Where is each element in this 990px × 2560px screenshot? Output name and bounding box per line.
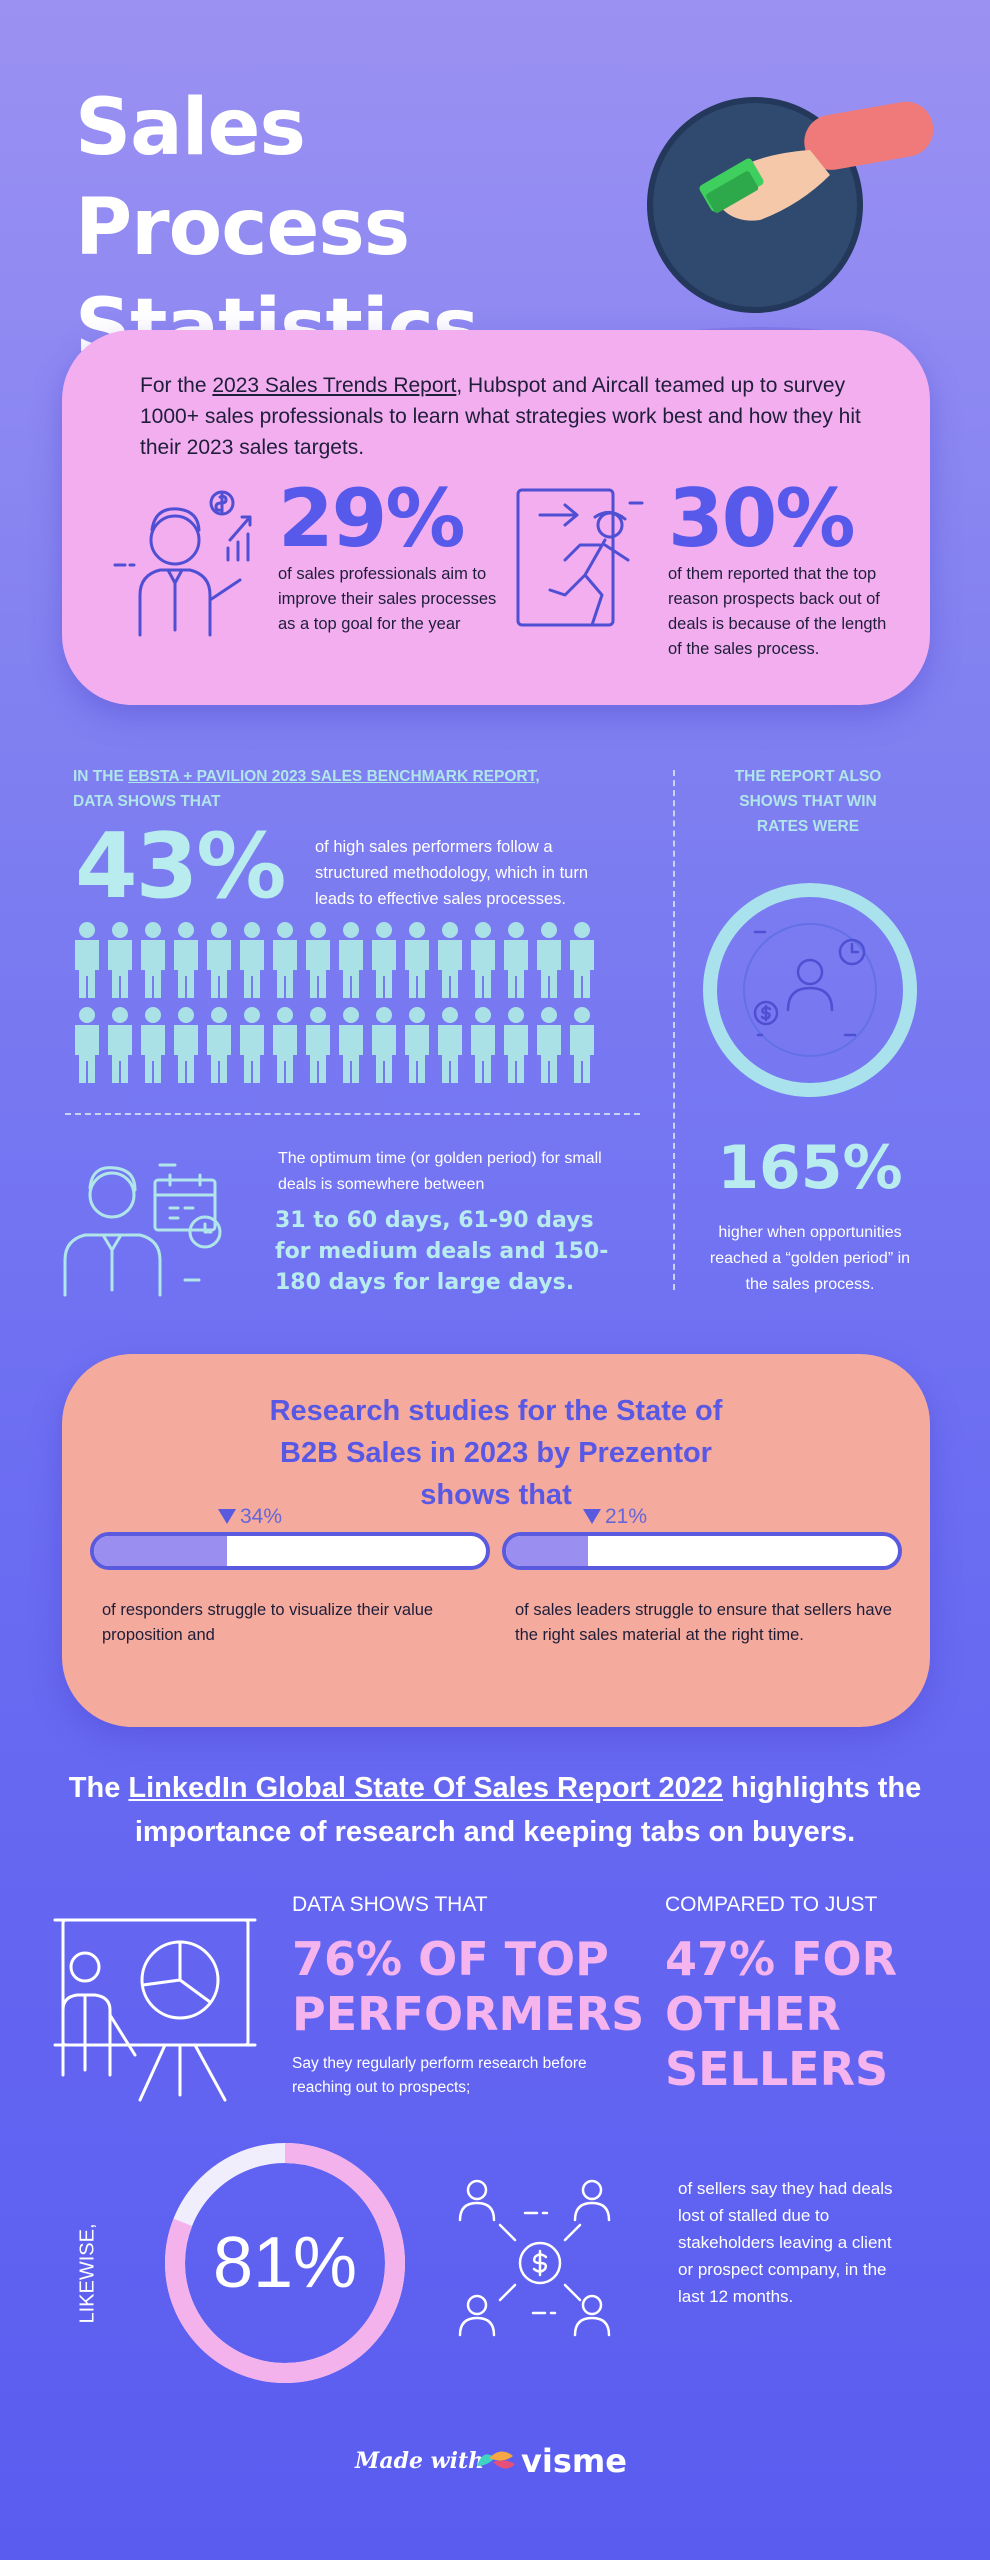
salesman-growth-icon	[110, 485, 260, 645]
stat-29-value: 29%	[278, 472, 465, 565]
person-highlighted-icon	[570, 922, 594, 998]
stat-43-value: 43%	[75, 814, 286, 919]
stat-30-value: 30%	[668, 472, 855, 565]
linkedin-report-link[interactable]: LinkedIn Global State Of Sales Report 20…	[128, 1772, 724, 1804]
top-performers-value: 76% OF TOP PERFORMERS	[292, 1932, 645, 2041]
person-highlighted-icon	[273, 922, 297, 998]
bar1-text: of responders struggle to visualize thei…	[102, 1601, 434, 1644]
hand-money-illustration	[640, 95, 934, 355]
bar2-text: of sales leaders struggle to ensure that…	[515, 1601, 892, 1644]
donut-arc	[165, 2143, 405, 2383]
bar1-label: 34%	[218, 1505, 282, 1529]
salesman-calendar-icon	[60, 1150, 240, 1300]
data-shows-label: DATA SHOWS THAT	[292, 1893, 488, 1916]
divider-horizontal	[65, 1113, 640, 1115]
person-highlighted-icon	[504, 922, 528, 998]
prezentor-title: Research studies for the State of B2B Sa…	[269, 1395, 723, 1511]
person-highlighted-icon	[108, 922, 132, 998]
person-highlighted-icon	[207, 1007, 231, 1083]
person-highlighted-icon	[240, 1007, 264, 1083]
person-highlighted-icon	[438, 922, 462, 998]
hubspot-intro: For the 2023 Sales Trends Report, Hubspo…	[140, 374, 861, 459]
stat-43-text: of high sales performers follow a struct…	[315, 838, 588, 908]
footer: Made with visme	[355, 2442, 655, 2482]
win-rate-circle-icon	[700, 880, 920, 1100]
person-highlighted-icon	[108, 1007, 132, 1083]
triangle-marker-icon	[218, 1509, 236, 1524]
people-grid	[72, 920, 612, 1085]
person-highlighted-icon	[75, 922, 99, 998]
golden-period-intro: The optimum time (or golden period) for …	[278, 1150, 602, 1193]
visme-logo-icon	[475, 2446, 517, 2481]
person-highlighted-icon	[570, 1007, 594, 1083]
compared-label: COMPARED TO JUST	[665, 1893, 878, 1916]
stat-165-value: 165%	[717, 1133, 903, 1203]
bar1-fill	[94, 1536, 228, 1566]
person-highlighted-icon	[537, 1007, 561, 1083]
person-highlighted-icon	[471, 922, 495, 998]
benchmark-report-link[interactable]: EBSTA + PAVILION 2023 SALES BENCHMARK RE…	[128, 768, 540, 785]
person-highlighted-icon	[471, 1007, 495, 1083]
person-highlighted-icon	[372, 922, 396, 998]
person-highlighted-icon	[438, 1007, 462, 1083]
other-sellers-value: 47% FOR OTHER SELLERS	[665, 1932, 898, 2096]
divider-vertical	[673, 770, 675, 1290]
runner-exit-icon	[510, 485, 660, 635]
ebsta-heading: IN THE EBSTA + PAVILION 2023 SALES BENCH…	[73, 768, 540, 810]
stat-29-text: of sales professionals aim to improve th…	[278, 565, 497, 633]
person-highlighted-icon	[339, 1007, 363, 1083]
person-highlighted-icon	[240, 922, 264, 998]
person-highlighted-icon	[174, 1007, 198, 1083]
presenter-board-icon	[53, 1905, 257, 2105]
person-highlighted-icon	[339, 922, 363, 998]
triangle-marker-icon	[583, 1509, 601, 1524]
person-highlighted-icon	[174, 922, 198, 998]
person-highlighted-icon	[537, 922, 561, 998]
person-highlighted-icon	[306, 1007, 330, 1083]
stat-30-text: of them reported that the top reason pro…	[668, 565, 887, 658]
bar2-track	[502, 1532, 902, 1570]
person-highlighted-icon	[141, 922, 165, 998]
donut-81-label: 81%	[212, 2223, 358, 2303]
person-highlighted-icon	[405, 1007, 429, 1083]
win-rate-heading: THE REPORT ALSO SHOWS THAT WIN RATES WER…	[734, 768, 882, 835]
person-highlighted-icon	[75, 1007, 99, 1083]
person-highlighted-icon	[306, 922, 330, 998]
person-highlighted-icon	[273, 1007, 297, 1083]
bar2-fill	[506, 1536, 589, 1566]
sales-trends-report-link[interactable]: 2023 Sales Trends Report	[212, 374, 457, 397]
visme-brand: visme	[521, 2442, 627, 2480]
hubspot-card	[62, 330, 930, 705]
made-with-label: Made with	[355, 2448, 485, 2474]
bar2-label: 21%	[583, 1505, 647, 1529]
bar1-track	[90, 1532, 490, 1570]
person-highlighted-icon	[372, 1007, 396, 1083]
donut-81-text: of sellers say they had deals lost of st…	[678, 2179, 893, 2306]
stat-165-text: higher when opportunities reached a “gol…	[709, 1224, 911, 1293]
person-highlighted-icon	[207, 922, 231, 998]
likewise-label: LIKEWISE,	[76, 2223, 99, 2324]
person-highlighted-icon	[405, 922, 429, 998]
top-performers-text: Say they regularly perform research befo…	[292, 2055, 587, 2096]
linkedin-heading: The LinkedIn Global State Of Sales Repor…	[68, 1772, 922, 1848]
golden-period-days: 31 to 60 days, 61-90 days for medium dea…	[275, 1208, 609, 1295]
stakeholder-network-icon	[455, 2175, 630, 2350]
donut-81	[160, 2138, 410, 2388]
person-highlighted-icon	[141, 1007, 165, 1083]
person-highlighted-icon	[504, 1007, 528, 1083]
